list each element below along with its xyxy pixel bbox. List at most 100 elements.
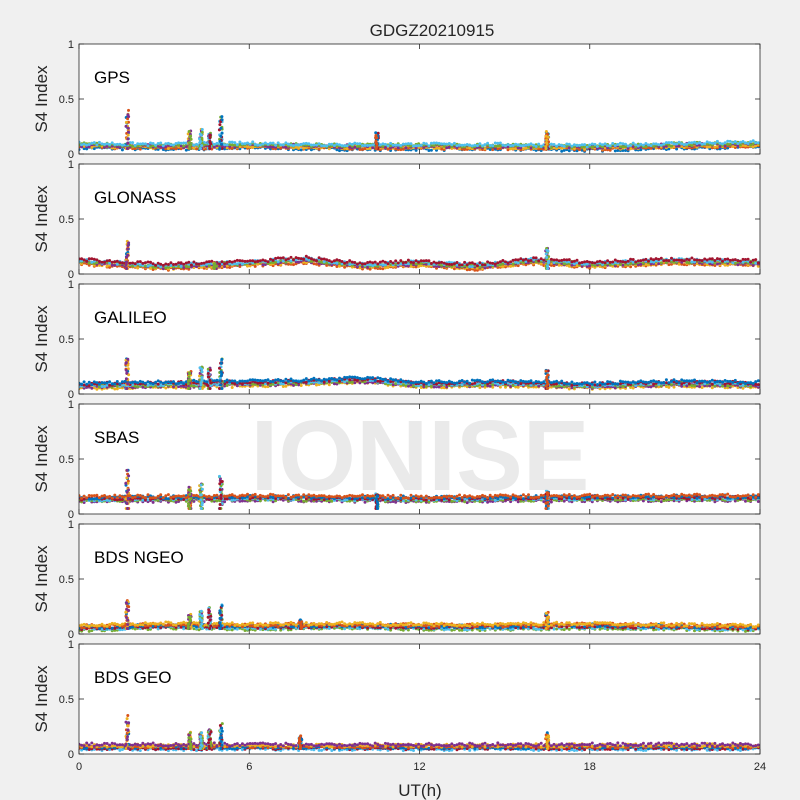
spike-point bbox=[200, 128, 204, 131]
data-point bbox=[481, 267, 484, 271]
data-point bbox=[366, 144, 370, 147]
data-point bbox=[108, 143, 112, 146]
data-point bbox=[92, 257, 96, 261]
data-point bbox=[182, 144, 186, 148]
data-point bbox=[511, 258, 515, 262]
data-point bbox=[307, 142, 311, 146]
data-point bbox=[723, 263, 727, 267]
data-point bbox=[710, 257, 714, 261]
data-point bbox=[527, 259, 530, 263]
data-point bbox=[409, 383, 413, 387]
data-point bbox=[687, 141, 691, 145]
data-point bbox=[652, 145, 656, 148]
data-point bbox=[230, 386, 234, 389]
data-point bbox=[705, 263, 709, 267]
data-point bbox=[447, 262, 451, 266]
data-point bbox=[177, 381, 181, 385]
data-point bbox=[698, 385, 702, 388]
data-point bbox=[223, 379, 227, 383]
data-point bbox=[736, 259, 740, 263]
data-point bbox=[258, 381, 262, 385]
spike-point bbox=[199, 133, 203, 137]
spike-point bbox=[126, 253, 130, 257]
spike-point bbox=[199, 147, 202, 150]
spike-point bbox=[544, 252, 548, 256]
data-point bbox=[593, 142, 597, 146]
data-point bbox=[432, 260, 436, 264]
data-point bbox=[437, 385, 441, 389]
data-point bbox=[524, 259, 528, 263]
data-point bbox=[131, 380, 135, 384]
data-point bbox=[240, 259, 244, 263]
data-point bbox=[690, 141, 694, 145]
data-point bbox=[292, 263, 295, 267]
data-point bbox=[736, 142, 740, 145]
data-point bbox=[304, 380, 308, 384]
data-point bbox=[258, 383, 262, 387]
data-point bbox=[223, 265, 227, 268]
data-point bbox=[756, 261, 760, 265]
data-point bbox=[672, 142, 676, 146]
data-point bbox=[110, 263, 114, 267]
data-point bbox=[108, 380, 112, 384]
data-point bbox=[302, 380, 306, 384]
data-point bbox=[297, 146, 301, 150]
data-point bbox=[302, 142, 306, 146]
spike-point bbox=[220, 142, 223, 146]
data-point bbox=[708, 384, 712, 388]
data-point bbox=[654, 257, 658, 261]
spike-point bbox=[218, 139, 222, 143]
data-point bbox=[120, 143, 124, 147]
data-point bbox=[721, 142, 724, 146]
data-point bbox=[708, 145, 712, 149]
data-point bbox=[115, 380, 119, 383]
data-point bbox=[179, 384, 183, 388]
data-point bbox=[657, 143, 661, 147]
data-point bbox=[588, 264, 592, 268]
data-point bbox=[159, 383, 163, 387]
data-point bbox=[529, 146, 533, 150]
data-point bbox=[521, 383, 525, 387]
data-point bbox=[629, 147, 633, 151]
data-point bbox=[700, 142, 704, 146]
data-point bbox=[641, 261, 645, 265]
data-point bbox=[703, 382, 707, 386]
data-point bbox=[440, 260, 444, 264]
data-point bbox=[261, 379, 265, 383]
data-point bbox=[238, 265, 242, 268]
data-point bbox=[179, 261, 183, 265]
data-point bbox=[718, 147, 722, 151]
data-point bbox=[299, 384, 303, 387]
data-point bbox=[169, 381, 173, 385]
data-point bbox=[320, 144, 324, 148]
data-point bbox=[657, 382, 661, 386]
data-point bbox=[511, 384, 515, 388]
data-point bbox=[659, 261, 663, 265]
data-point bbox=[322, 260, 326, 264]
data-point bbox=[567, 387, 571, 391]
scatter-points bbox=[79, 239, 760, 272]
data-point bbox=[161, 381, 165, 385]
data-point bbox=[560, 146, 564, 150]
data-point bbox=[424, 264, 428, 268]
data-point bbox=[136, 142, 140, 146]
data-point bbox=[498, 260, 502, 264]
data-point bbox=[396, 146, 400, 150]
data-point bbox=[649, 260, 653, 264]
spike-point bbox=[127, 108, 130, 112]
data-point bbox=[751, 142, 755, 146]
data-point bbox=[698, 141, 702, 145]
data-point bbox=[470, 261, 474, 265]
data-point bbox=[419, 259, 423, 263]
data-point bbox=[705, 140, 709, 144]
data-point bbox=[437, 265, 441, 268]
data-point bbox=[588, 260, 592, 264]
data-point bbox=[335, 142, 339, 146]
data-point bbox=[603, 142, 607, 146]
data-point bbox=[246, 145, 249, 149]
data-point bbox=[549, 385, 553, 389]
data-point bbox=[343, 261, 347, 265]
data-point bbox=[281, 385, 285, 388]
data-point bbox=[205, 262, 209, 266]
